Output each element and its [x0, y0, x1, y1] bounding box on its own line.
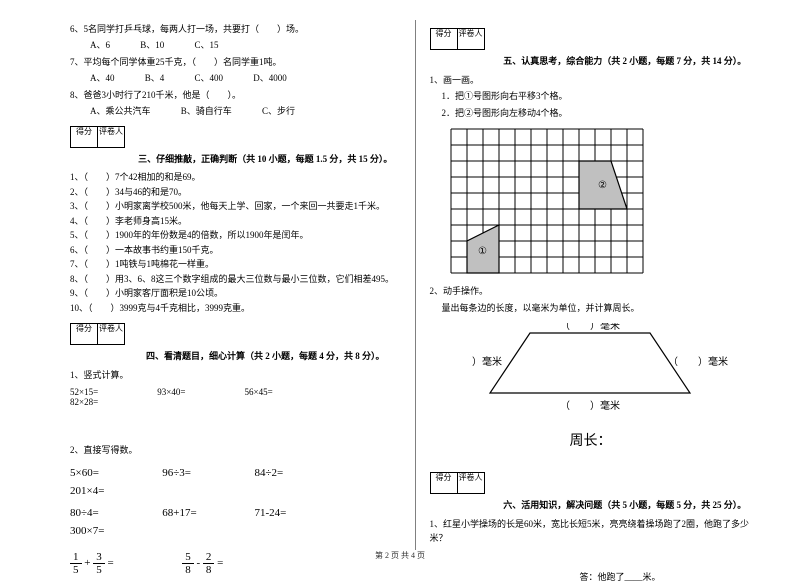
grid-figure: ①② [450, 128, 644, 274]
trapezoid-figure: （ ）毫米 （ ）毫米 （ ）毫米 （ ）毫米 [470, 323, 730, 418]
score-left: 得分 [70, 323, 98, 345]
score-left: 得分 [70, 126, 98, 148]
q8-stem: 8、爸爸3小时行了210千米，他是（ ）。 [70, 88, 401, 102]
calc1-title: 1、竖式计算。 [70, 368, 401, 382]
section-5-title: 五、认真思考，综合能力（共 2 小题，每题 7 分，共 14 分）。 [430, 54, 761, 67]
svg-text:（ ）毫米: （ ）毫米 [560, 323, 620, 332]
calc2-7: 71-24= [255, 507, 345, 519]
tf-10: 10、（ ）3999克与4千克相比，3999克重。 [70, 302, 401, 316]
tf-3: 3、（ ）小明家离学校500米，他每天上学、回家，一个来回一共要走1千米。 [70, 200, 401, 214]
q8-a: A、乘公共汽车 [90, 104, 151, 118]
calc2-row2: 80÷4= 68+17= 71-24= 300×7= [70, 501, 401, 537]
r-answer: 答：他跑了____米。 [430, 570, 761, 584]
score-right: 评卷人 [457, 28, 485, 50]
q6-c: C、15 [195, 38, 219, 52]
tf-8: 8、（ ）用3、6、8这三个数字组成的最大三位数与最小三位数，它们相差495。 [70, 273, 401, 287]
score-left: 得分 [430, 472, 458, 494]
q7-options: A、40 B、4 C、400 D、4000 [70, 71, 401, 85]
q7-c: C、400 [195, 71, 224, 85]
q7-stem: 7、平均每个同学体重25千克，（ ）名同学重1吨。 [70, 55, 401, 69]
tf-9: 9、（ ）小明家客厅面积是10公顷。 [70, 287, 401, 301]
svg-text:（ ）毫米: （ ）毫米 [470, 355, 502, 368]
calc2-title: 2、直接写得数。 [70, 443, 401, 457]
calc2-2: 96÷3= [162, 467, 252, 479]
q7-d: D、4000 [253, 71, 287, 85]
calc2-8: 300×7= [70, 525, 160, 537]
svg-text:①: ① [478, 246, 487, 257]
calc1-1: 52×15= [70, 387, 155, 397]
score-right: 评卷人 [97, 323, 125, 345]
q6-stem: 6、5名同学打乒乓球，每两人打一场，共要打（ ）场。 [70, 22, 401, 36]
tf-7: 7、（ ）1吨铁与1吨棉花一样重。 [70, 258, 401, 272]
q8-c: C、步行 [262, 104, 295, 118]
r-q1: 1、画一画。 [430, 73, 761, 87]
q6-options: A、6 B、10 C、15 [70, 38, 401, 52]
score-right: 评卷人 [457, 472, 485, 494]
q6-b: B、10 [140, 38, 164, 52]
calc1-2: 93×40= [157, 387, 242, 397]
calc2-4: 201×4= [70, 485, 160, 497]
score-box-6: 得分 评卷人 [430, 472, 761, 494]
score-box-3: 得分 评卷人 [70, 126, 401, 148]
svg-text:②: ② [598, 180, 607, 191]
calc1-row: 52×15= 93×40= 56×45= 82×28= [70, 387, 401, 407]
calc2-6: 68+17= [162, 507, 252, 519]
r-q1b: 2．把②号图形向左移动4个格。 [430, 106, 761, 120]
calc1-3: 56×45= [245, 387, 330, 397]
score-left: 得分 [430, 28, 458, 50]
section-6-title: 六、活用知识，解决问题（共 5 小题，每题 5 分，共 25 分）。 [430, 498, 761, 511]
r-q2: 2、动手操作。 [430, 284, 761, 298]
score-box-5: 得分 评卷人 [430, 28, 761, 50]
column-divider [415, 20, 416, 550]
right-column: 得分 评卷人 五、认真思考，综合能力（共 2 小题，每题 7 分，共 14 分）… [420, 20, 771, 550]
q6-a: A、6 [90, 38, 110, 52]
section-4-title: 四、看清题目，细心计算（共 2 小题，每题 4 分，共 8 分）。 [70, 349, 401, 362]
score-right: 评卷人 [97, 126, 125, 148]
tf-6: 6、（ ）一本故事书约重150千克。 [70, 244, 401, 258]
calc1-4: 82×28= [70, 397, 155, 407]
r-q6-1: 1、红星小学操场的长是60米，宽比长短5米，亮亮绕着操场跑了2圈，他跑了多少米？ [430, 517, 761, 546]
tf-5: 5、（ ）1900年的年份数是4的倍数，所以1900年是闰年。 [70, 229, 401, 243]
r-q1a: 1．把①号图形向右平移3个格。 [430, 89, 761, 103]
svg-text:（ ）毫米: （ ）毫米 [668, 355, 728, 368]
left-column: 6、5名同学打乒乓球，每两人打一场，共要打（ ）场。 A、6 B、10 C、15… [60, 20, 411, 550]
calc2-5: 80÷4= [70, 507, 160, 519]
tf-2: 2、（ ）34与46的和是70。 [70, 186, 401, 200]
r-q2a: 量出每条边的长度，以毫米为单位，并计算周长。 [430, 301, 761, 315]
tf-1: 1、（ ）7个42相加的和是69。 [70, 171, 401, 185]
q7-b: B、4 [145, 71, 165, 85]
tf-4: 4、（ ）李老师身高15米。 [70, 215, 401, 229]
q7-a: A、40 [90, 71, 115, 85]
calc2-1: 5×60= [70, 467, 160, 479]
section-3-title: 三、仔细推敲，正确判断（共 10 小题，每题 1.5 分，共 15 分）。 [70, 152, 401, 165]
q8-options: A、乘公共汽车 B、骑自行车 C、步行 [70, 104, 401, 118]
true-false-list: 1、（ ）7个42相加的和是69。 2、（ ）34与46的和是70。 3、（ ）… [70, 171, 401, 315]
score-box-4: 得分 评卷人 [70, 323, 401, 345]
calc2-row1: 5×60= 96÷3= 84÷2= 201×4= [70, 461, 401, 497]
page-footer: 第 2 页 共 4 页 [0, 550, 800, 561]
q8-b: B、骑自行车 [181, 104, 232, 118]
svg-text:（ ）毫米: （ ）毫米 [560, 399, 620, 412]
perimeter-label: 周长： [570, 430, 761, 450]
calc2-3: 84÷2= [255, 467, 345, 479]
